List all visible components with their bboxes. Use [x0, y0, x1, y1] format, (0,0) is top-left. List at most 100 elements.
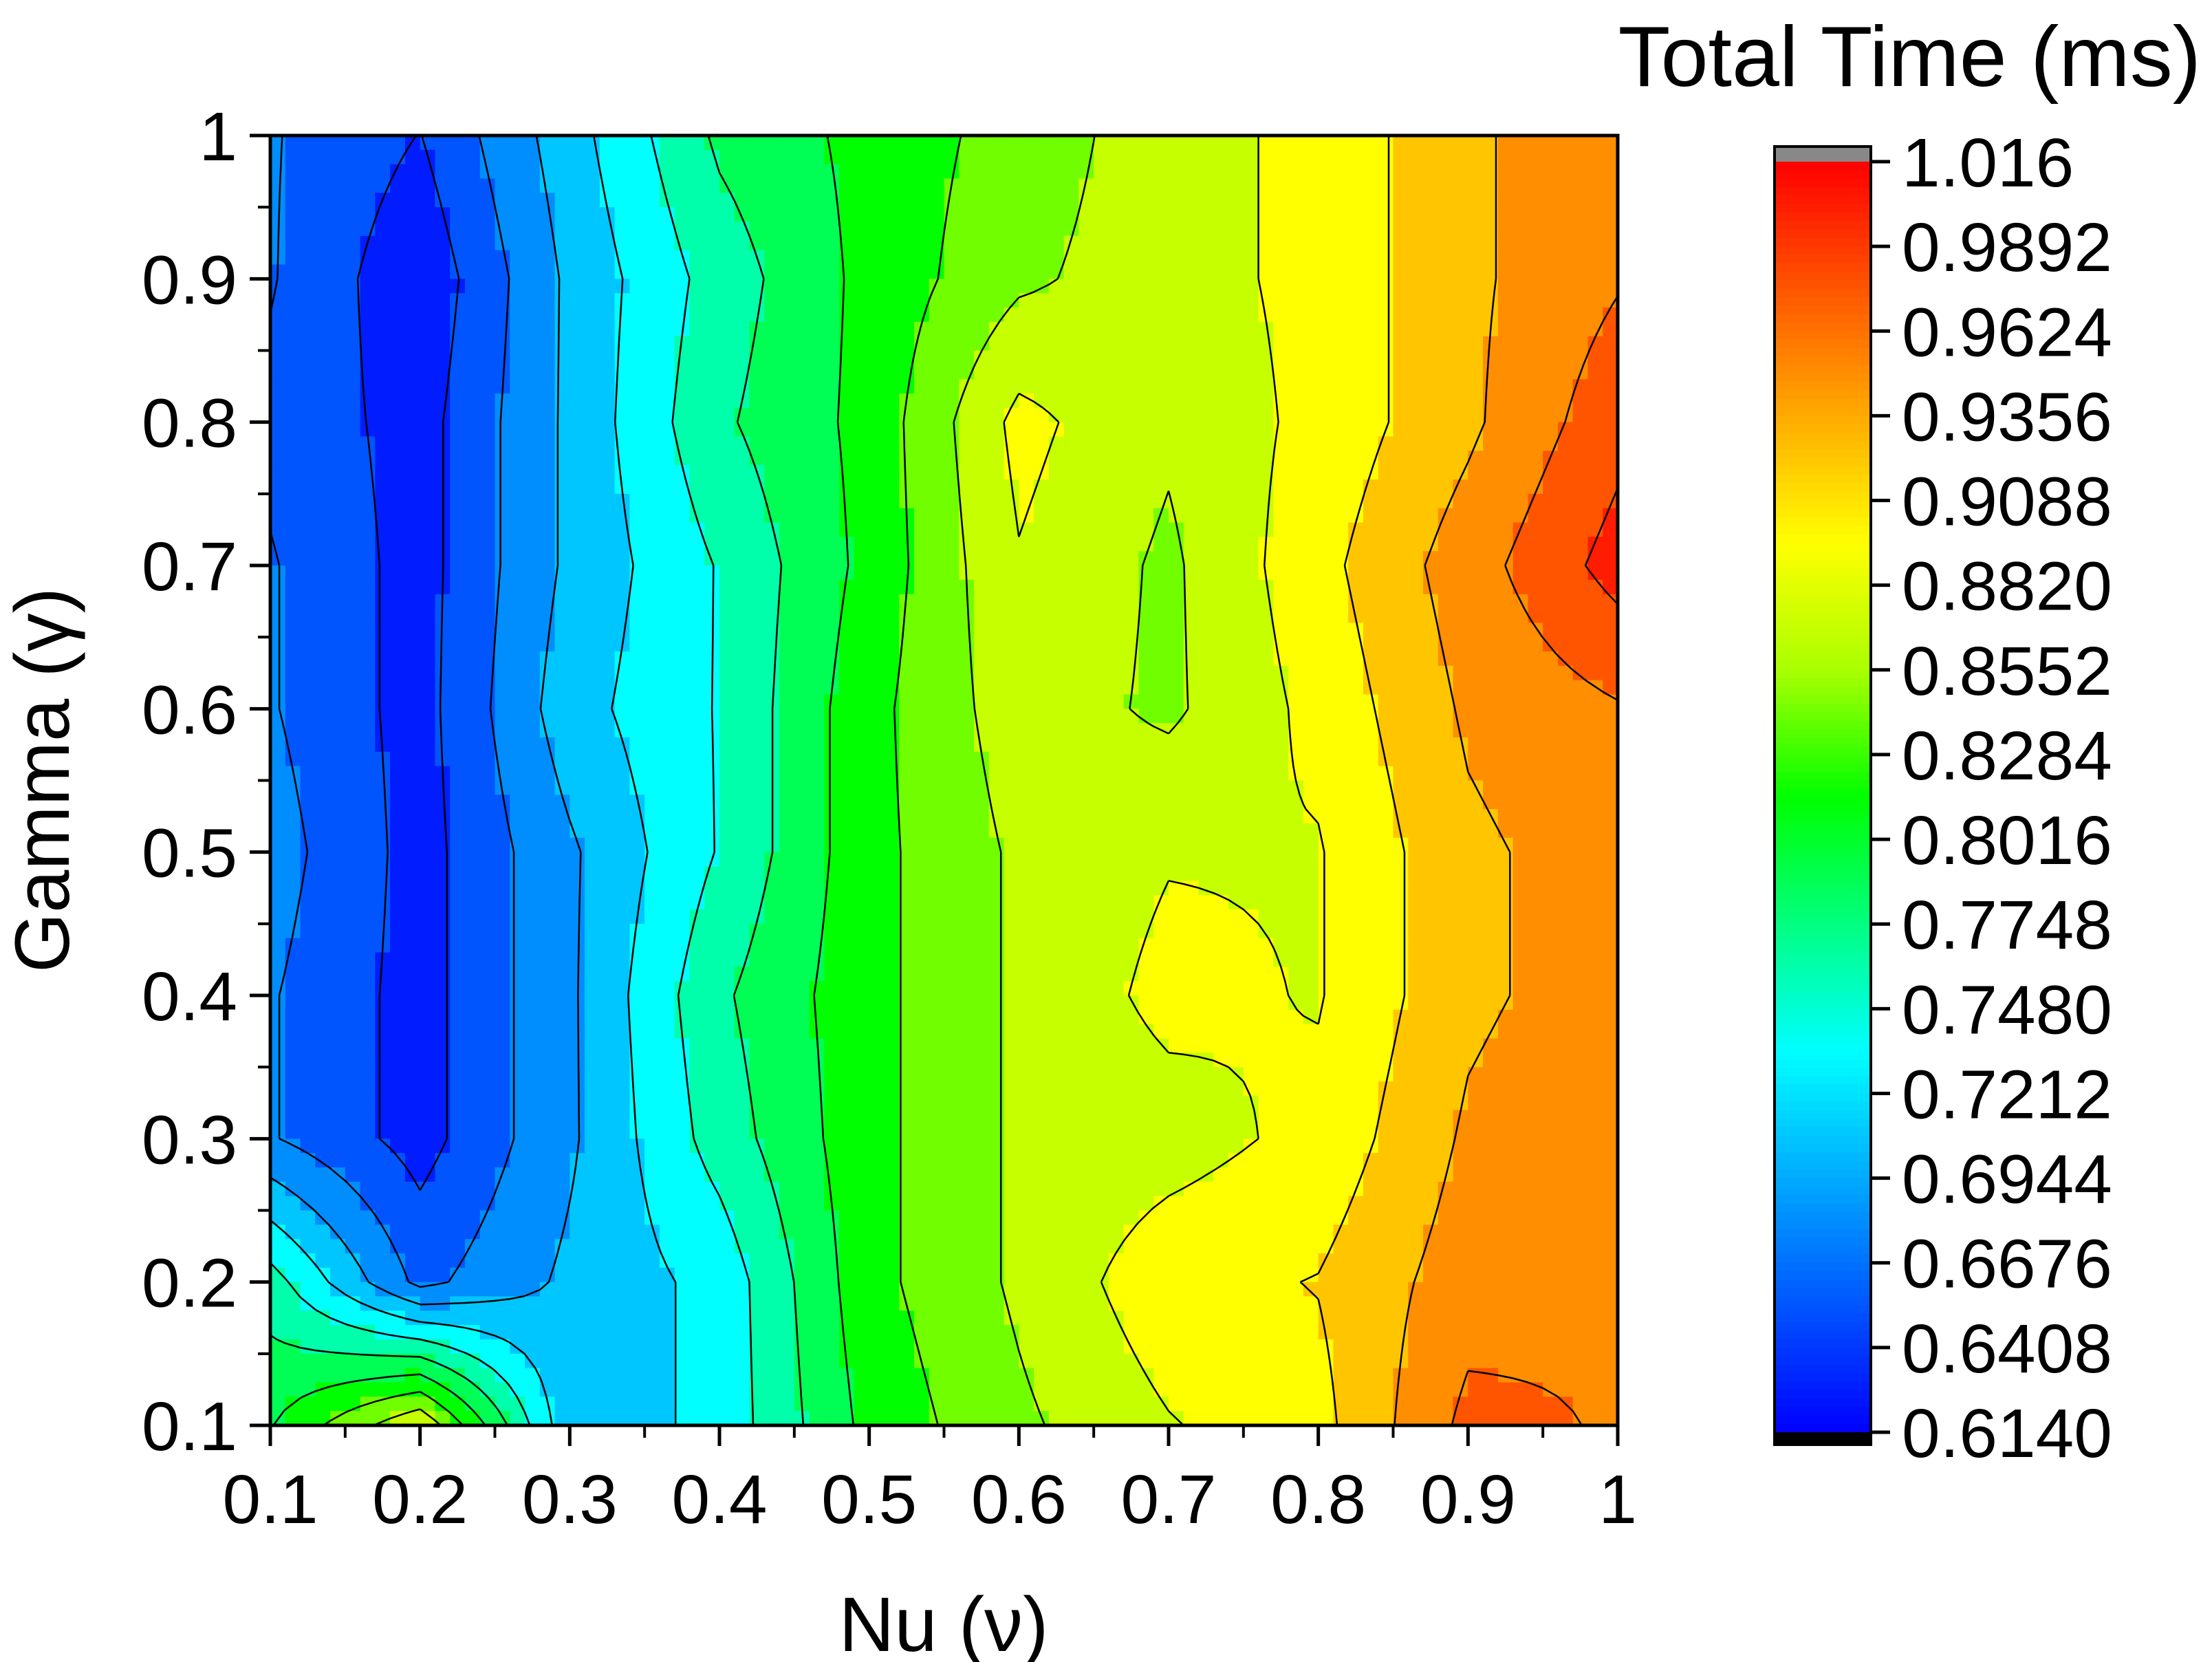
contour-cell: [1423, 493, 1439, 509]
contour-cell: [659, 909, 675, 925]
contour-cell: [285, 837, 301, 853]
contour-cell: [1153, 665, 1169, 681]
contour-cell: [570, 737, 585, 753]
contour-cell: [809, 565, 825, 581]
contour-cell: [539, 737, 556, 753]
contour-cell: [1333, 336, 1349, 352]
contour-cell: [1198, 823, 1215, 839]
contour-cell: [360, 909, 376, 925]
contour-cell: [1557, 709, 1574, 724]
contour-cell: [1228, 623, 1244, 638]
contour-cell: [404, 493, 421, 509]
contour-cell: [944, 279, 960, 294]
contour-cell: [884, 881, 900, 896]
contour-cell: [809, 149, 825, 165]
contour-cell: [1063, 178, 1080, 194]
contour-cell: [644, 479, 660, 495]
contour-cell: [1048, 866, 1065, 882]
contour-cell: [1019, 379, 1034, 394]
contour-cell: [1587, 279, 1604, 294]
contour-cell: [1453, 451, 1469, 466]
contour-cell: [435, 852, 451, 867]
contour-cell: [1348, 193, 1364, 208]
contour-cell: [1138, 149, 1155, 165]
contour-cell: [988, 766, 1005, 781]
contour-cell: [1348, 809, 1364, 824]
contour-cell: [959, 751, 975, 767]
contour-cell: [1557, 565, 1574, 581]
contour-cell: [1603, 723, 1618, 738]
contour-cell: [360, 149, 376, 165]
contour-cell: [1453, 737, 1469, 753]
contour-cell: [1363, 608, 1379, 624]
contour-cell: [959, 207, 975, 222]
contour-cell: [570, 264, 585, 280]
contour-cell: [1243, 164, 1259, 180]
contour-cell: [1408, 465, 1424, 480]
contour-cell: [315, 350, 331, 366]
contour-cell: [525, 923, 541, 939]
contour-cell: [330, 393, 346, 409]
contour-cell: [974, 608, 990, 624]
contour-cell: [629, 751, 645, 767]
contour-cell: [988, 579, 1005, 595]
contour-cell: [1512, 178, 1529, 194]
contour-cell: [854, 895, 870, 910]
contour-cell: [554, 923, 571, 939]
contour-cell: [659, 479, 675, 495]
contour-cell: [1213, 809, 1229, 824]
contour-cell: [1198, 737, 1215, 753]
contour-cell: [285, 350, 301, 366]
contour-cell: [659, 422, 675, 438]
contour-cell: [779, 766, 795, 781]
contour-cell: [1303, 293, 1319, 308]
contour-cell: [1557, 909, 1574, 925]
contour-cell: [959, 307, 975, 323]
contour-cell: [1288, 866, 1304, 882]
contour-cell: [1587, 508, 1604, 524]
contour-cell: [899, 149, 915, 165]
contour-cell: [749, 321, 766, 337]
contour-cell: [1483, 608, 1499, 624]
contour-cell: [839, 436, 855, 452]
contour-cell: [1198, 565, 1215, 581]
contour-cell: [1123, 837, 1140, 853]
contour-cell: [913, 594, 930, 609]
contour-cell: [1423, 307, 1439, 323]
contour-cell: [1572, 336, 1589, 352]
contour-cell: [1512, 436, 1529, 452]
contour-cell: [734, 350, 750, 366]
contour-cell: [1183, 623, 1200, 638]
contour-cell: [1063, 508, 1080, 524]
contour-cell: [539, 795, 556, 810]
contour-cell: [1213, 579, 1229, 595]
contour-cell: [1288, 551, 1304, 566]
contour-cell: [570, 766, 585, 781]
contour-cell: [360, 665, 376, 681]
contour-cell: [585, 565, 600, 581]
contour-cell: [929, 235, 945, 251]
contour-cell: [1393, 207, 1409, 222]
contour-cell: [525, 365, 541, 380]
contour-cell: [929, 365, 945, 380]
contour-cell: [1333, 493, 1349, 509]
contour-cell: [929, 321, 945, 337]
contour-cell: [1258, 393, 1275, 409]
contour-cell: [1004, 751, 1020, 767]
contour-cell: [270, 795, 286, 810]
contour-cell: [944, 493, 960, 509]
contour-cell: [1108, 336, 1125, 352]
contour-cell: [570, 637, 585, 652]
contour-cell: [315, 895, 331, 910]
contour-cell: [1408, 866, 1424, 882]
contour-cell: [420, 594, 436, 609]
contour-cell: [1078, 436, 1094, 452]
contour-cell: [869, 751, 885, 767]
contour-cell: [734, 665, 750, 681]
contour-cell: [644, 866, 660, 882]
contour-cell: [1273, 264, 1289, 280]
contour-cell: [1048, 723, 1065, 738]
contour-cell: [315, 909, 331, 925]
contour-cell: [270, 565, 286, 581]
contour-cell: [345, 737, 361, 753]
